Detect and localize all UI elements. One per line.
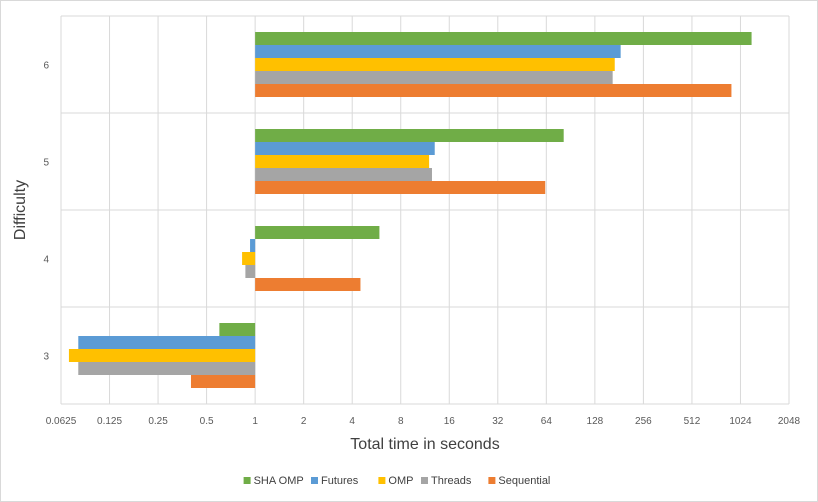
x-tick-label: 32 [492, 416, 504, 427]
bar-sequential-difficulty-4 [255, 278, 361, 291]
legend-label: Futures [321, 475, 359, 487]
legend-swatch [421, 477, 428, 484]
x-tick-label: 0.5 [200, 416, 214, 427]
legend-swatch [488, 477, 496, 484]
bar-sha-omp-difficulty-5 [255, 129, 564, 142]
legend-label: SHA OMP [254, 475, 304, 487]
bar-threads-difficulty-6 [255, 71, 613, 84]
x-tick-label: 2048 [778, 416, 801, 427]
bar-threads-difficulty-3 [78, 362, 256, 375]
legend-label: Sequential [498, 475, 550, 487]
x-tick-label: 0.125 [97, 416, 122, 427]
x-tick-label: 256 [635, 416, 652, 427]
legend-label: Threads [431, 475, 472, 487]
bar-omp-difficulty-4 [242, 252, 256, 265]
bar-threads-difficulty-5 [255, 168, 432, 181]
x-tick-label: 128 [587, 416, 604, 427]
x-tick-label: 64 [541, 416, 553, 427]
bar-futures-difficulty-4 [250, 239, 256, 252]
legend-swatch [378, 477, 386, 484]
bars [68, 32, 752, 388]
legend-label: OMP [388, 475, 413, 487]
legend: SHA OMP Futures OMP Threads Sequential [243, 475, 550, 487]
y-tick-label: 6 [43, 61, 49, 72]
bar-sha-omp-difficulty-3 [219, 323, 256, 336]
x-tick-label: 1024 [729, 416, 752, 427]
bar-threads-difficulty-4 [245, 265, 256, 278]
bar-sha-omp-difficulty-6 [255, 32, 752, 45]
bar-sequential-difficulty-3 [190, 375, 256, 388]
bar-futures-difficulty-6 [255, 45, 621, 58]
bar-futures-difficulty-5 [255, 142, 435, 155]
x-tick-label: 0.0625 [46, 416, 77, 427]
bar-omp-difficulty-6 [255, 58, 615, 71]
bar-sha-omp-difficulty-4 [255, 226, 380, 239]
bar-omp-difficulty-5 [255, 155, 430, 168]
y-tick-label: 4 [43, 255, 49, 266]
x-tick-label: 8 [398, 416, 404, 427]
x-tick-label: 1 [252, 416, 258, 427]
bar-omp-difficulty-3 [68, 349, 256, 362]
x-tick-label: 4 [349, 416, 355, 427]
y-tick-label: 3 [43, 352, 49, 363]
bar-sequential-difficulty-5 [255, 181, 546, 194]
x-axis-title: Total time in seconds [350, 436, 499, 453]
y-tick-label: 5 [43, 158, 49, 169]
bar-sequential-difficulty-6 [255, 84, 732, 97]
x-tick-label: 512 [684, 416, 701, 427]
x-tick-label: 2 [301, 416, 307, 427]
y-axis-title: Difficulty [12, 180, 29, 240]
bar-futures-difficulty-3 [78, 336, 256, 349]
legend-swatch [243, 477, 251, 484]
legend-swatch [311, 477, 318, 484]
x-tick-label: 0.25 [148, 416, 168, 427]
x-tick-label: 16 [444, 416, 456, 427]
axes: 0.0625 0.125 0.25 0.5 1 2 4 8 16 32 64 128 256 512 102… [43, 61, 800, 428]
